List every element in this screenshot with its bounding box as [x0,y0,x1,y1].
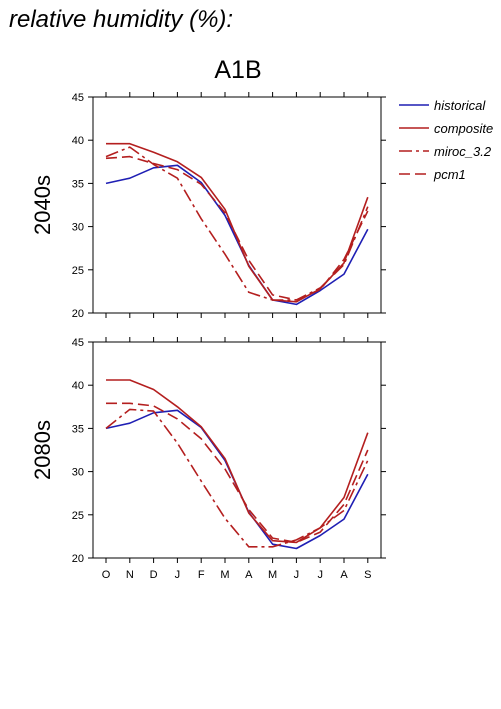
x-tick-label: N [126,569,134,581]
x-tick-label: A [245,569,253,581]
y-tick-label: 45 [72,337,84,349]
series-line-composite [106,379,369,544]
legend-label-historical: historical [434,98,486,113]
x-tick-label: A [340,569,348,581]
legend-label-miroc_3.2: miroc_3.2 [434,144,492,159]
y-tick-label: 25 [72,265,84,277]
x-tick-label: M [220,569,229,581]
x-tick-label: M [268,569,277,581]
y-tick-label: 35 [72,178,84,190]
scenario-title: A1B [214,56,262,84]
panel-2040s: 20 25 30 35 40 45 2040s [30,92,386,320]
y-tick-label: 40 [72,135,84,147]
plot-frame [92,341,382,559]
x-tick-label: O [102,569,111,581]
y-tick-label: 20 [72,308,84,320]
y-tick-label: 35 [72,423,84,435]
y-tick-label: 20 [72,553,84,565]
series-line-miroc_3.2 [105,408,369,548]
legend-label-composite: composite [434,121,493,136]
y-tick-label: 25 [72,510,84,522]
legend-label-pcm1: pcm1 [433,167,466,182]
series-line-historical [105,164,369,306]
plot-frame [92,96,382,314]
series-line-miroc_3.2 [105,146,369,301]
x-tick-label: J [294,569,300,581]
page-heading: relative humidity (%): [9,6,234,33]
series-line-historical [105,409,369,550]
legend: historical composite miroc_3.2 pcm1 [399,98,493,182]
row-label: 2040s [30,175,55,235]
row-label: 2080s [30,420,55,480]
series-line-pcm1 [106,402,369,544]
y-tick-label: 40 [72,380,84,392]
x-tick-label: J [175,569,181,581]
x-tick-label: F [198,569,205,581]
y-tick-label: 45 [72,92,84,104]
y-tick-label: 30 [72,222,84,234]
x-tick-label: D [150,569,158,581]
series-line-pcm1 [105,155,369,301]
x-tick-label: S [364,569,371,581]
y-tick-label: 30 [72,467,84,479]
x-tick-label: J [317,569,323,581]
panel-2080s: 20 25 30 35 40 45 O N D J F M A M J J A S 2080s [30,337,386,581]
